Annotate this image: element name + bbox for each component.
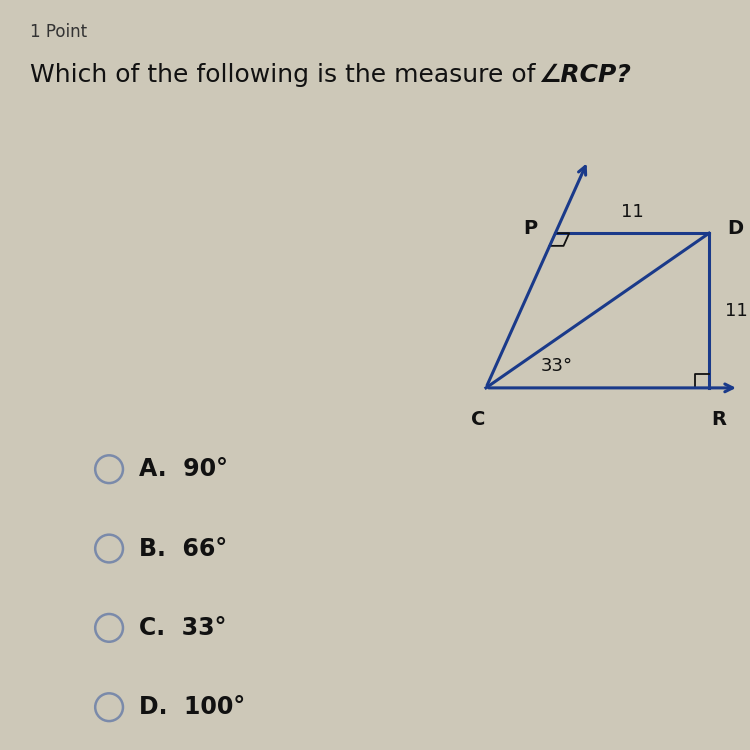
Text: 11: 11	[621, 203, 644, 221]
Text: Which of the following is the measure of: Which of the following is the measure of	[30, 62, 543, 86]
Text: D: D	[727, 219, 743, 238]
Text: R: R	[712, 410, 727, 429]
Text: ∠RCP?: ∠RCP?	[538, 62, 632, 86]
Text: C.  33°: C. 33°	[139, 616, 226, 640]
Text: 1 Point: 1 Point	[30, 23, 87, 41]
Text: C: C	[471, 410, 485, 429]
Text: 33°: 33°	[541, 357, 572, 375]
Text: D.  100°: D. 100°	[139, 695, 245, 719]
Text: B.  66°: B. 66°	[139, 536, 227, 560]
Text: A.  90°: A. 90°	[139, 458, 228, 482]
Text: 11: 11	[725, 302, 748, 320]
Text: P: P	[524, 219, 538, 238]
